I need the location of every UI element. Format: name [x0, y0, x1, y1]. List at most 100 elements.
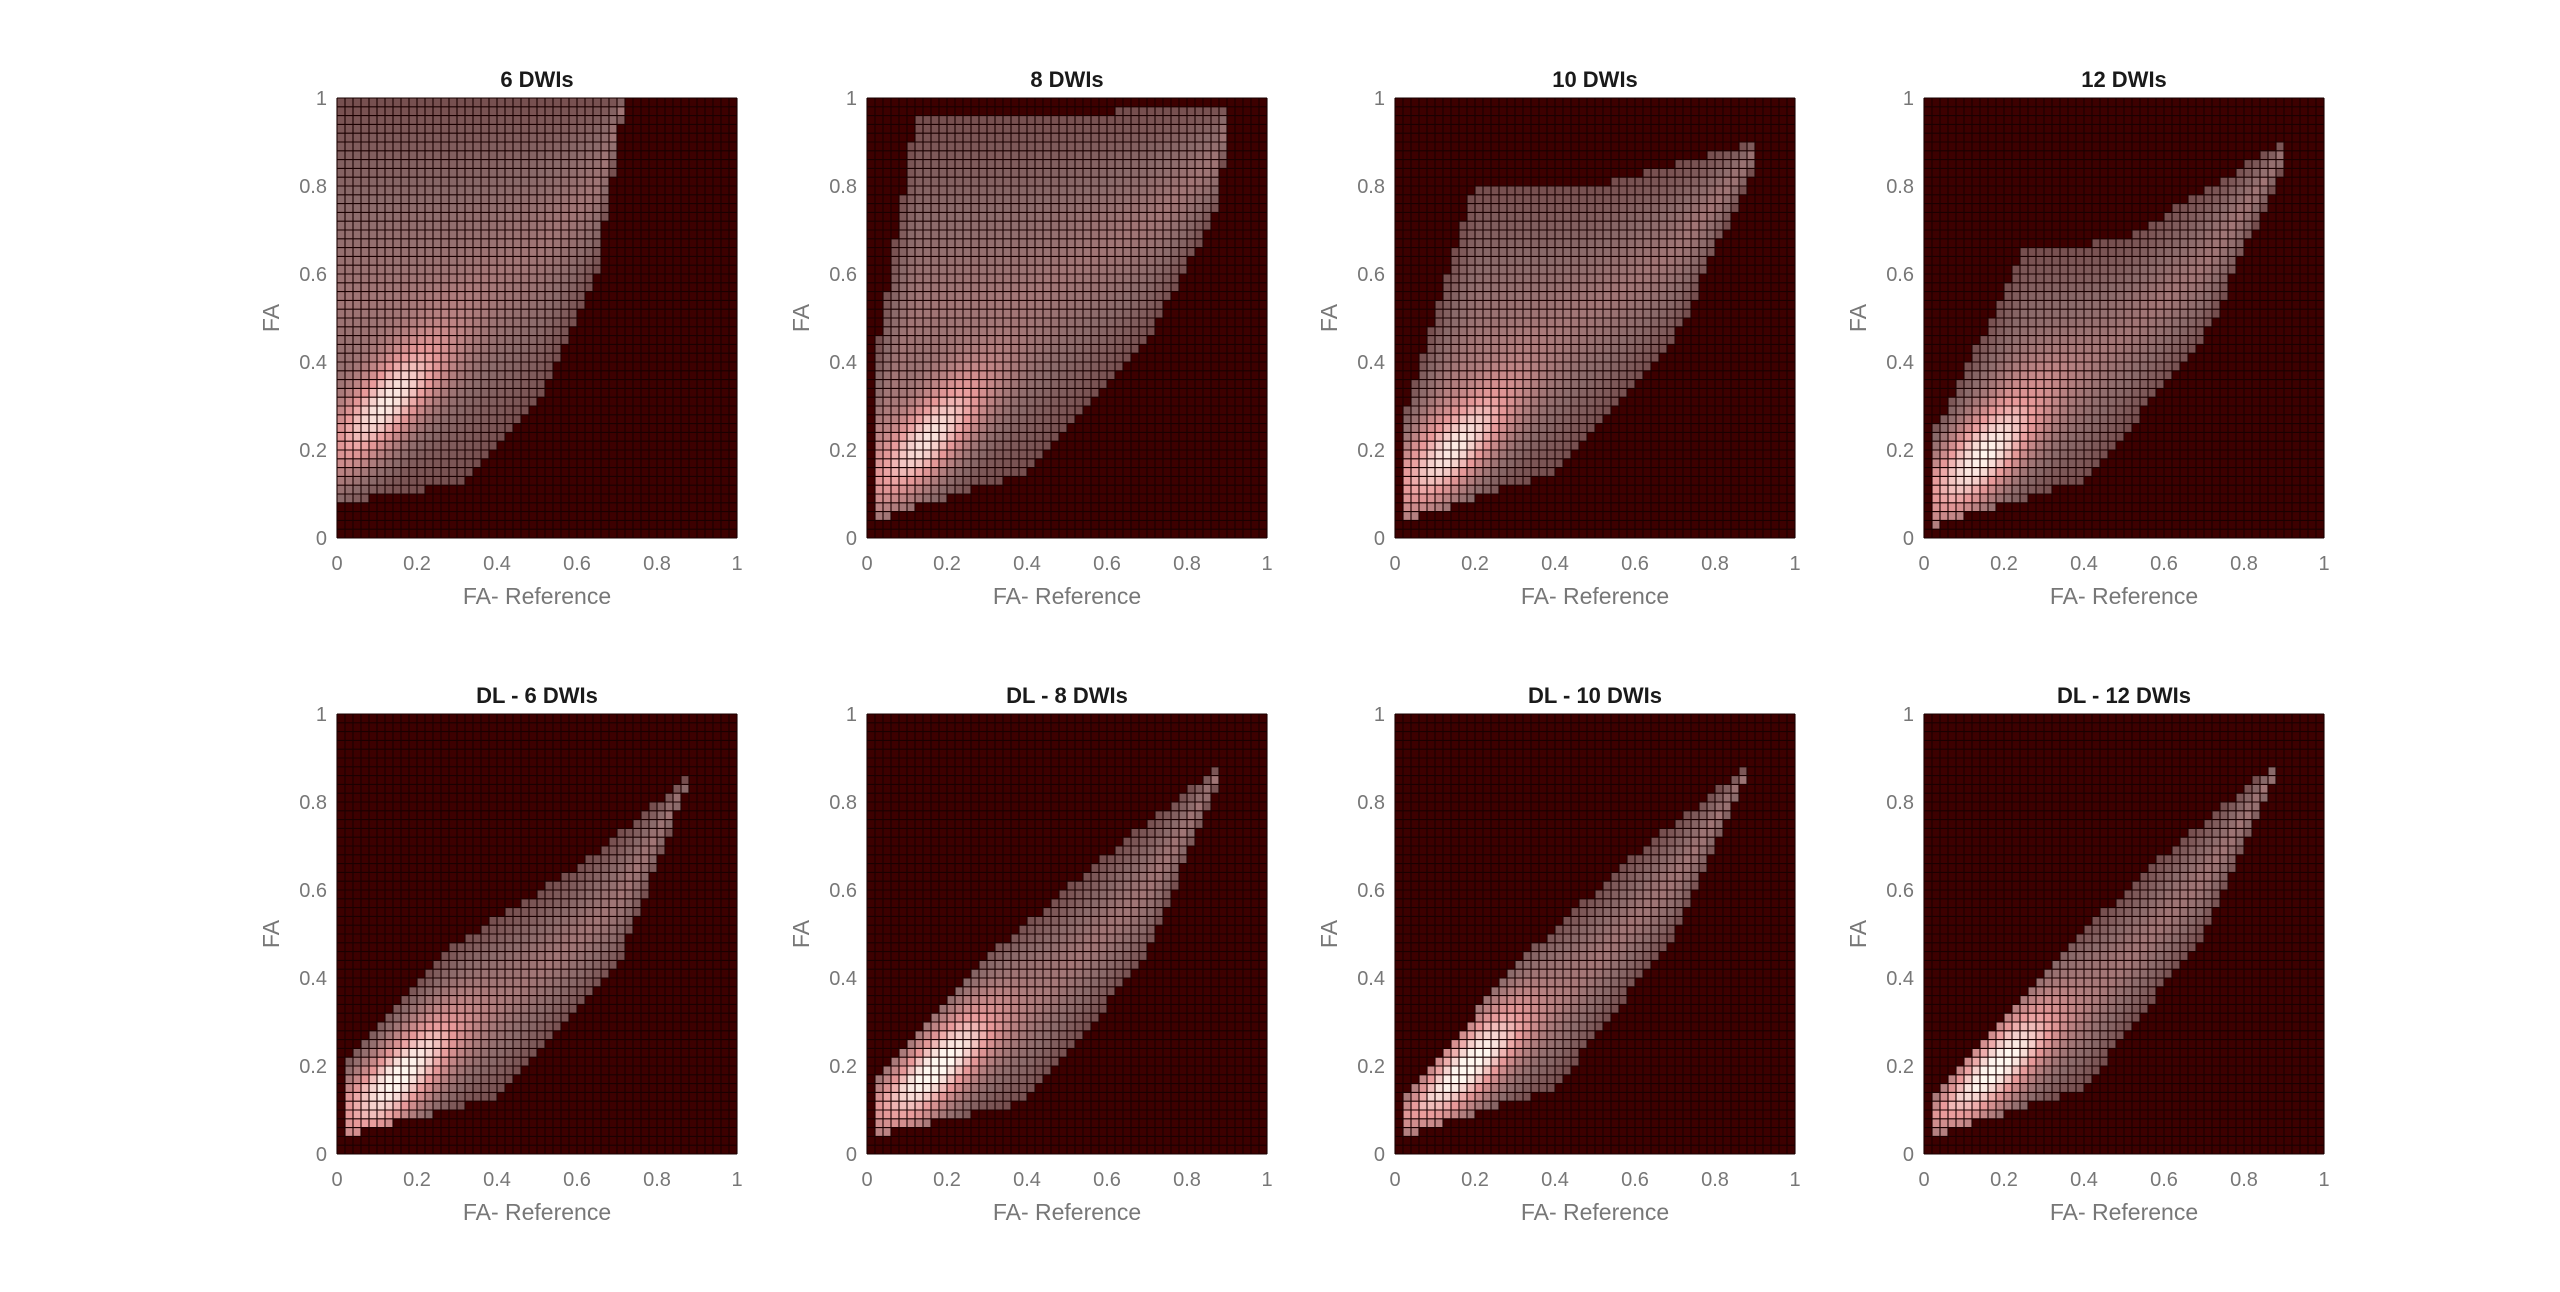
- density-cell: [433, 247, 441, 257]
- density-cell: [1115, 177, 1123, 186]
- density-cell: [1491, 388, 1499, 398]
- density-cell: [1627, 221, 1635, 230]
- density-cell: [979, 318, 987, 327]
- density-cell: [2036, 467, 2044, 477]
- density-cell: [1531, 194, 1539, 204]
- density-cell: [417, 458, 425, 468]
- density-cell: [1595, 186, 1603, 195]
- density-cell: [1435, 344, 1443, 354]
- density-cell: [1731, 150, 1739, 160]
- density-cell: [1603, 388, 1611, 398]
- density-cell: [1483, 458, 1491, 468]
- density-cell: [1123, 344, 1131, 354]
- density-cell: [1451, 379, 1459, 389]
- density-cell: [1155, 159, 1163, 169]
- density-cell: [1035, 282, 1043, 292]
- density-cell: [2004, 335, 2012, 345]
- density-cell: [497, 212, 505, 222]
- density-cell: [1027, 221, 1035, 230]
- density-cell: [537, 194, 545, 204]
- density-cell: [987, 414, 995, 424]
- density-cell: [1563, 379, 1571, 389]
- density-cell: [1123, 203, 1131, 213]
- density-cell: [875, 485, 883, 494]
- density-cell: [2204, 309, 2212, 318]
- x-tick-label: 0.6: [1621, 553, 1649, 575]
- density-cell: [1491, 353, 1499, 362]
- density-cell: [2132, 291, 2140, 301]
- density-cell: [995, 397, 1003, 406]
- density-cell: [1571, 309, 1579, 318]
- density-cell: [457, 388, 465, 398]
- density-cell: [2004, 485, 2012, 494]
- density-cell: [1635, 186, 1643, 195]
- density-cell: [1683, 203, 1691, 213]
- density-cell: [915, 432, 923, 442]
- density-cell: [393, 379, 401, 389]
- density-cell: [1587, 274, 1595, 283]
- density-cell: [1739, 150, 1747, 160]
- density-cell: [2052, 291, 2060, 301]
- density-cell: [345, 326, 353, 336]
- density-cell: [1083, 265, 1091, 274]
- density-cell: [2092, 406, 2100, 415]
- density-cell: [2092, 353, 2100, 362]
- density-cell: [1635, 247, 1643, 257]
- density-cell: [2076, 326, 2084, 336]
- density-cell: [931, 203, 939, 213]
- density-cell: [1203, 124, 1211, 134]
- density-cell: [513, 335, 521, 345]
- density-cell: [1507, 441, 1515, 450]
- density-cell: [521, 300, 529, 310]
- density-cell: [1996, 300, 2004, 310]
- density-cell: [979, 458, 987, 468]
- density-cell: [1988, 370, 1996, 380]
- density-cell: [361, 397, 369, 406]
- density-cell: [891, 441, 899, 450]
- density-cell: [1467, 221, 1475, 230]
- density-cell: [1043, 309, 1051, 318]
- density-cell: [2196, 212, 2204, 222]
- density-cell: [457, 423, 465, 433]
- density-cell: [1043, 414, 1051, 424]
- density-cell: [1179, 238, 1187, 248]
- density-cell: [1219, 142, 1227, 151]
- density-cell: [1659, 221, 1667, 230]
- density-cell: [497, 414, 505, 424]
- density-cell: [1139, 106, 1147, 116]
- density-cell: [1499, 423, 1507, 433]
- density-cell: [1643, 353, 1651, 362]
- density-cell: [1019, 326, 1027, 336]
- density-cell: [923, 476, 931, 486]
- density-cell: [401, 362, 409, 371]
- density-cell: [1715, 177, 1723, 186]
- density-cell: [931, 406, 939, 415]
- density-cell: [1435, 388, 1443, 398]
- density-cell: [1035, 326, 1043, 336]
- density-cell: [1611, 212, 1619, 222]
- density-cell: [1996, 494, 2004, 503]
- density-cell: [1211, 115, 1219, 125]
- density-cell: [529, 265, 537, 274]
- density-cell: [457, 406, 465, 415]
- density-cell: [1491, 423, 1499, 433]
- density-cell: [923, 458, 931, 468]
- density-cell: [465, 212, 473, 222]
- density-cell: [907, 502, 915, 512]
- density-cell: [521, 344, 529, 354]
- density-cell: [489, 247, 497, 257]
- density-cell: [2220, 194, 2228, 204]
- density-cell: [1195, 221, 1203, 230]
- density-cell: [377, 159, 385, 169]
- density-cell: [1571, 194, 1579, 204]
- density-cell: [369, 142, 377, 151]
- density-cell: [2036, 370, 2044, 380]
- density-cell: [449, 265, 457, 274]
- density-cell: [377, 318, 385, 327]
- density-cell: [2244, 177, 2252, 186]
- density-cell: [545, 194, 553, 204]
- density-cell: [497, 98, 505, 107]
- density-cell: [2020, 256, 2028, 266]
- density-cell: [369, 441, 377, 450]
- density-cell: [1491, 476, 1499, 486]
